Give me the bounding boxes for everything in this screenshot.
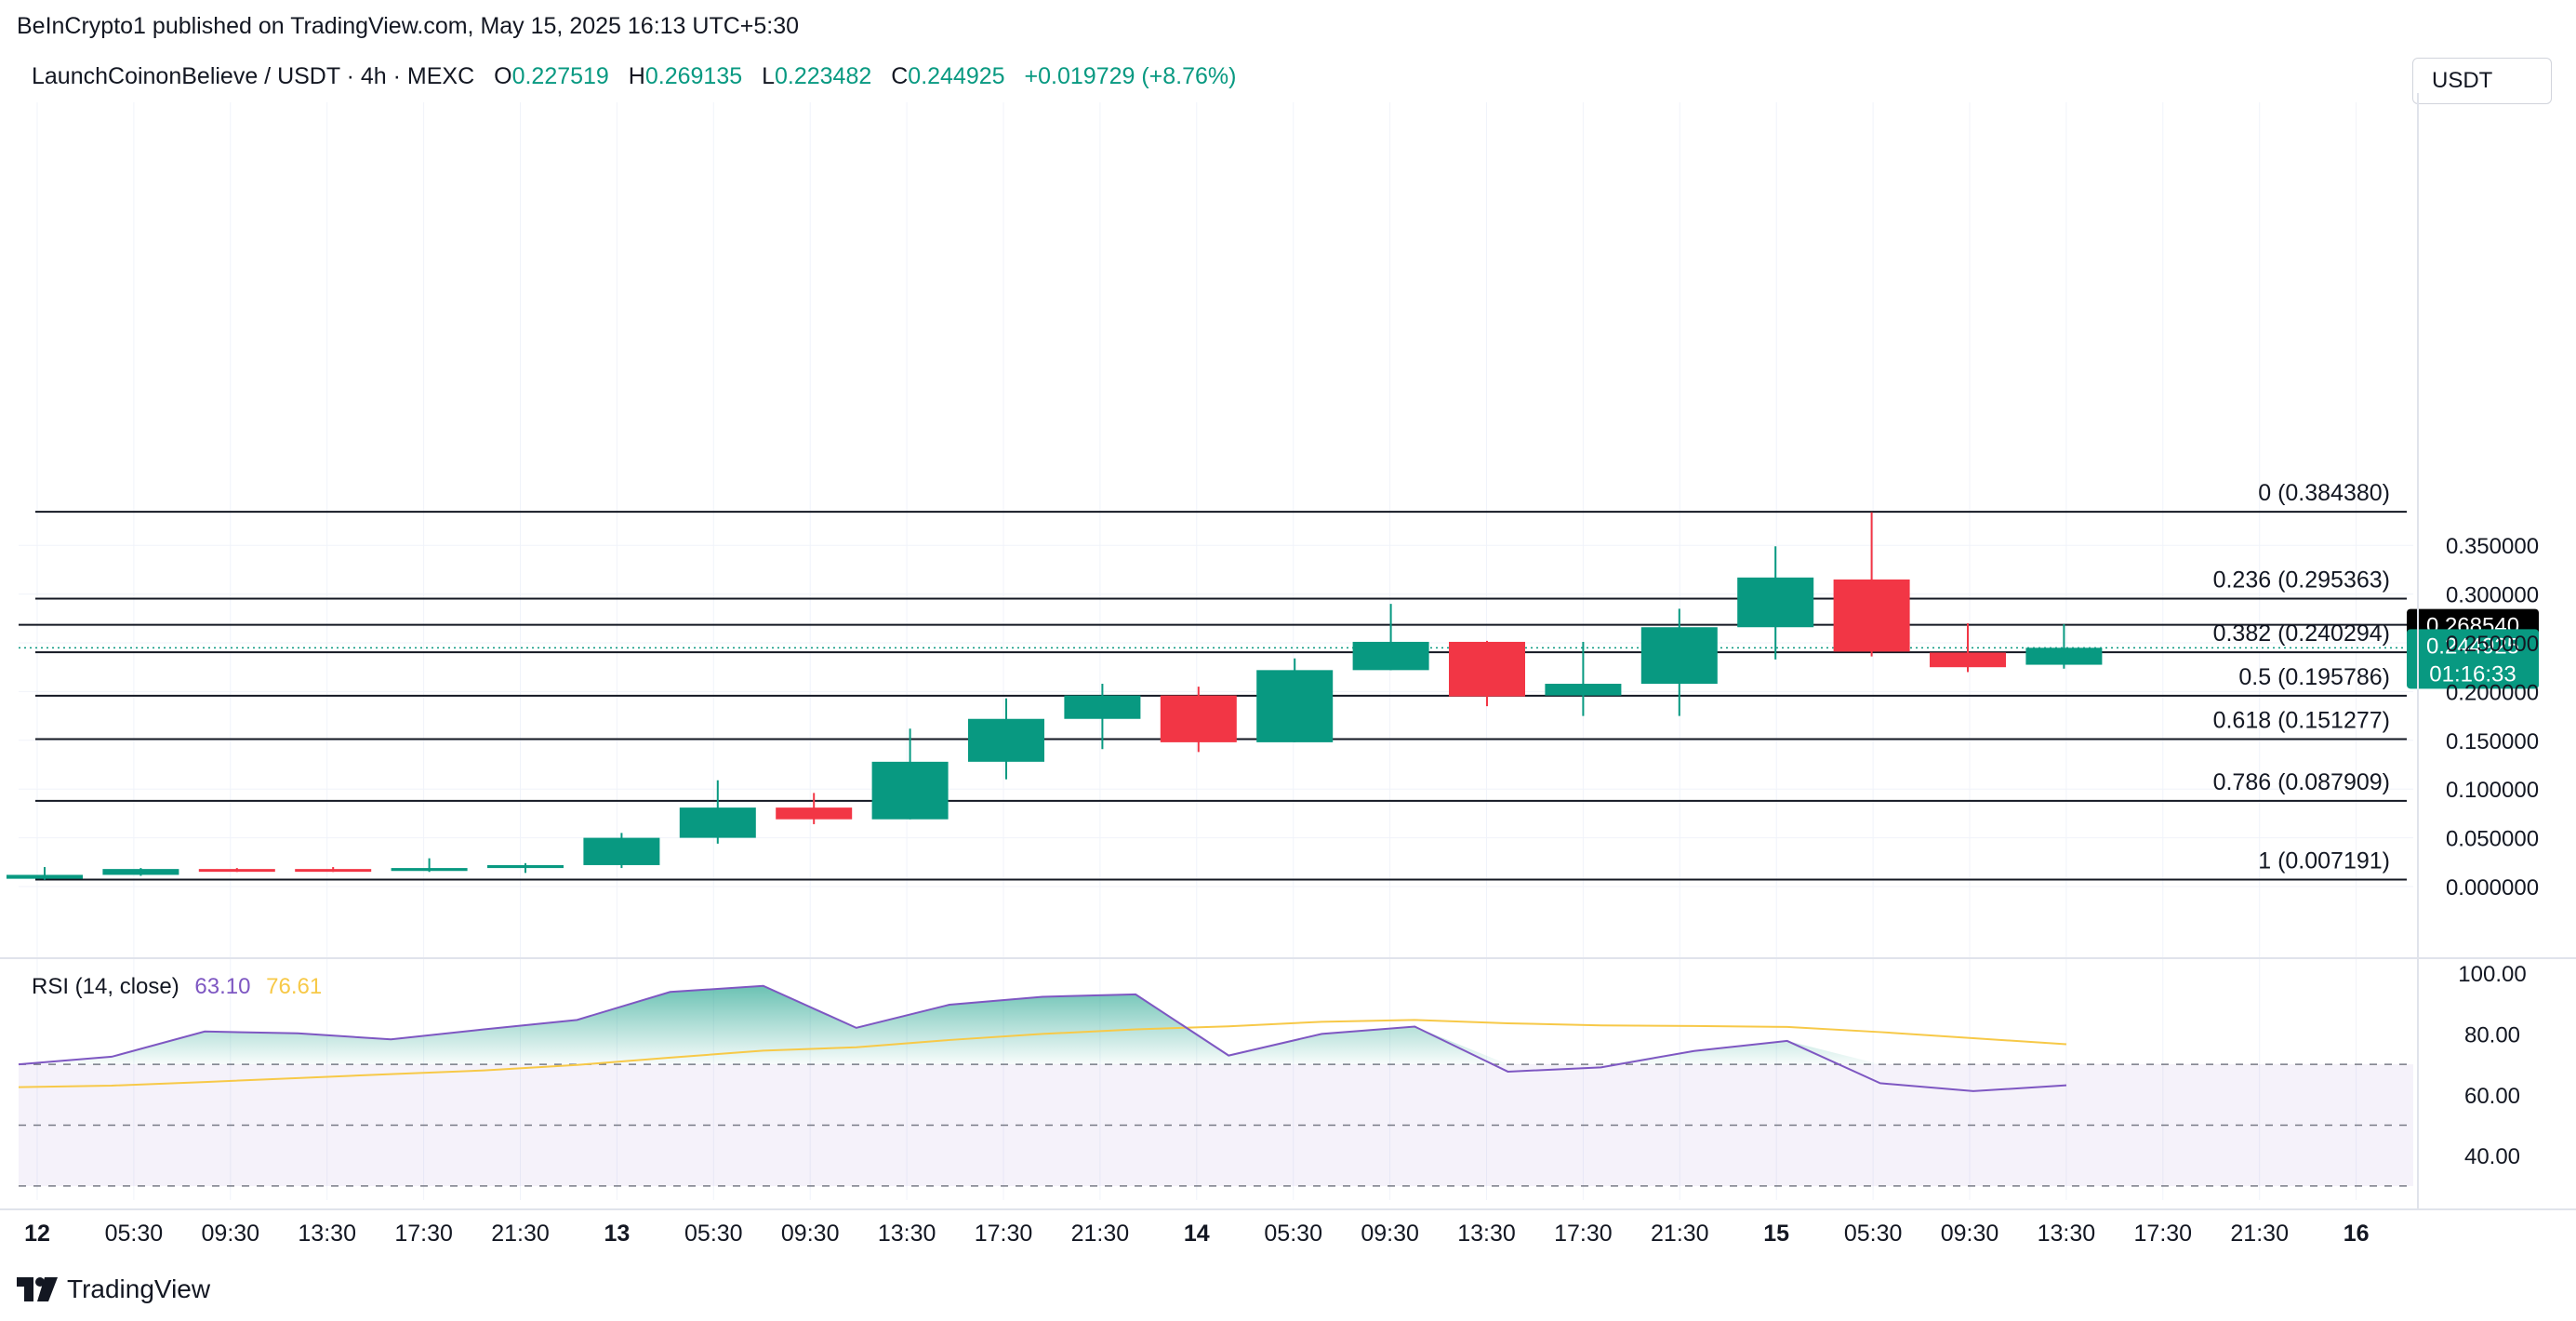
time-tick-label: 09:30 — [781, 1221, 840, 1247]
candle-body-up — [2025, 647, 2103, 665]
price-tick-label: 0.150000 — [2446, 729, 2539, 754]
time-tick-label: 12 — [24, 1221, 50, 1247]
rsi-tick-label: 100.00 — [2458, 962, 2526, 987]
candle-body-up — [1545, 684, 1622, 696]
time-tick-label: 13:30 — [2038, 1221, 2096, 1247]
fib-level-label: 0.5 (0.195786) — [2238, 664, 2390, 690]
tradingview-logo-icon — [17, 1277, 58, 1301]
candle-body-down — [1930, 652, 2006, 668]
time-tick-label: 13:30 — [298, 1221, 356, 1247]
time-tick-label: 17:30 — [975, 1221, 1033, 1247]
price-tick-label: 0.200000 — [2446, 680, 2539, 705]
candle-body-up — [1640, 627, 1718, 685]
rsi-overbought-fill — [19, 985, 2066, 1065]
fib-level-label: 0.236 (0.295363) — [2213, 567, 2390, 593]
candle-body-down — [776, 807, 853, 820]
low-value: 0.223482 — [775, 63, 872, 89]
time-tick-label: 05:30 — [1844, 1221, 1903, 1247]
time-tick-label: 05:30 — [1264, 1221, 1322, 1247]
candle-body-down — [1449, 641, 1525, 697]
high-value: 0.269135 — [644, 63, 743, 89]
fibonacci-levels: 0 (0.384380)0.236 (0.295363)0.382 (0.240… — [19, 480, 2539, 881]
brand-name: TradingView — [67, 1274, 211, 1303]
rsi-tick-label: 60.00 — [2464, 1084, 2520, 1109]
time-tick-label: 09:30 — [1941, 1221, 1999, 1247]
last-price-tag — [2407, 629, 2539, 689]
rsi-tick-label: 40.00 — [2464, 1144, 2520, 1169]
candle-body-up — [871, 761, 949, 820]
candle-body-up — [1737, 577, 1814, 628]
last-price-value: 0.244925 — [2426, 634, 2519, 659]
price-tick-label: 0.050000 — [2446, 827, 2539, 852]
time-tick-label: 13:30 — [1457, 1221, 1516, 1247]
time-tick-label: 09:30 — [202, 1221, 260, 1247]
change-value: +0.019729 (+8.76%) — [1024, 63, 1237, 89]
time-tick-label: 21:30 — [1651, 1221, 1709, 1247]
time-tick-label: 13:30 — [878, 1221, 936, 1247]
close-label: C — [891, 63, 909, 89]
candle-body-up — [391, 868, 468, 872]
candle-body-down — [295, 869, 372, 873]
open-label: O — [494, 63, 512, 89]
candle-body-down — [1833, 579, 1910, 652]
time-tick-label: 17:30 — [394, 1221, 453, 1247]
candle-body-down — [198, 869, 275, 873]
time-tick-label: 21:30 — [2230, 1221, 2289, 1247]
candle-body-up — [583, 837, 660, 865]
candle-body-up — [1064, 695, 1141, 719]
time-tick-label: 16 — [2344, 1221, 2370, 1247]
fib-level-label: 0.786 (0.087909) — [2213, 769, 2390, 795]
candles — [7, 512, 2103, 880]
currency-button[interactable]: USDT — [2412, 58, 2552, 104]
candle-body-up — [487, 864, 564, 869]
time-tick-label: 05:30 — [105, 1221, 164, 1247]
time-tick-label: 09:30 — [1361, 1221, 1419, 1247]
price-tick-label: 0.250000 — [2446, 632, 2539, 657]
time-tick-label: 15 — [1763, 1221, 1789, 1247]
price-tick-label: 0.100000 — [2446, 778, 2539, 803]
price-tick-label: 0.300000 — [2446, 583, 2539, 608]
open-value: 0.227519 — [511, 63, 609, 89]
time-tick-label: 17:30 — [2134, 1221, 2193, 1247]
low-label: L — [762, 63, 775, 89]
candle-body-up — [102, 869, 179, 875]
brand-logo[interactable]: TradingView — [17, 1274, 210, 1304]
fib-level-label: 1 (0.007191) — [2258, 847, 2390, 874]
fib-level-label: 0 (0.384380) — [2258, 480, 2390, 506]
time-tick-label: 21:30 — [1071, 1221, 1130, 1247]
rsi-legend: RSI (14, close) 63.10 76.61 — [32, 974, 322, 1000]
symbol-title: LaunchCoinonBelieve / USDT · 4h · MEXC — [32, 63, 475, 89]
rsi-line — [18, 984, 2067, 1092]
close-value: 0.244925 — [908, 63, 1005, 89]
price-tick-label: 0.350000 — [2446, 534, 2539, 559]
rsi-title: RSI (14, close) — [32, 974, 179, 999]
candle-body-up — [679, 807, 756, 838]
symbol-legend: LaunchCoinonBelieve / USDT · 4h · MEXC O… — [32, 63, 1237, 90]
rsi-pane — [18, 984, 2413, 1187]
price-tick-label: 0.000000 — [2446, 875, 2539, 901]
time-tick-label: 13 — [604, 1221, 630, 1247]
rsi-value: 63.10 — [194, 974, 251, 999]
grid-lines — [19, 102, 2413, 1200]
time-tick-label: 17:30 — [1554, 1221, 1613, 1247]
fib-level-label: 0.618 (0.151277) — [2213, 707, 2390, 733]
rsi-ma-value: 76.61 — [266, 974, 323, 999]
time-tick-label: 14 — [1184, 1221, 1210, 1247]
candle-body-up — [1256, 670, 1334, 742]
rsi-tick-label: 80.00 — [2464, 1022, 2520, 1047]
last-price-countdown: 01:16:33 — [2429, 661, 2516, 687]
publisher-caption: BeInCrypto1 published on TradingView.com… — [17, 13, 800, 39]
time-tick-label: 21:30 — [491, 1221, 550, 1247]
candle-body-up — [7, 874, 83, 879]
candle-body-up — [1352, 641, 1429, 671]
candle-body-up — [968, 718, 1044, 762]
candle-body-down — [1160, 695, 1237, 742]
axes: 0.350000 0.300000 0.250000 0.200000 0.150000… — [0, 93, 2576, 1247]
high-label: H — [628, 63, 645, 89]
time-tick-label: 05:30 — [684, 1221, 743, 1247]
rsi-ma-line — [18, 1019, 2067, 1088]
